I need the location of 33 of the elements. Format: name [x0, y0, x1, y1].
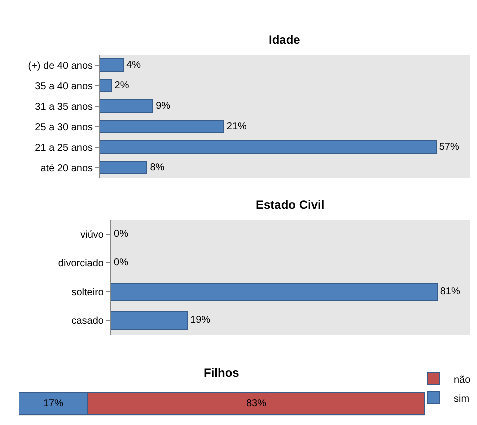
bar [100, 161, 148, 174]
data-label: 17% [43, 398, 64, 410]
y-tick-label: divorciado [58, 258, 104, 270]
data-label: 81% [440, 286, 460, 298]
data-label: 0% [114, 228, 129, 240]
y-tick-label: solteiro [72, 287, 104, 298]
data-label: 21% [226, 121, 248, 132]
y-tick-label: 35 a 40 anos [35, 81, 93, 92]
data-label: 57% [439, 142, 460, 153]
data-label: 0% [114, 258, 129, 269]
data-label: 2% [114, 80, 130, 92]
data-label: 8% [150, 162, 165, 174]
y-tick-label: 25 a 30 anos [35, 122, 93, 134]
data-label: 4% [126, 60, 142, 71]
chart-title: Estado Civil [256, 198, 325, 212]
data-label: 83% [246, 398, 267, 410]
bar [100, 140, 437, 154]
bar [100, 79, 112, 92]
chart-title: Filhos [204, 366, 240, 380]
chart-title: Idade [269, 33, 301, 47]
bar [100, 58, 124, 72]
y-tick-label: (+) de 40 anos [28, 60, 93, 72]
data-label: 9% [156, 100, 171, 112]
y-tick-label: viúvo [80, 230, 104, 241]
y-tick-label: 21 a 25 anos [35, 142, 93, 154]
data-label: 19% [190, 315, 211, 326]
y-tick-label: casado [72, 316, 104, 328]
legend-label: não [454, 374, 472, 386]
y-tick-label: até 20 anos [40, 163, 93, 174]
legend-label: sim [454, 394, 470, 405]
y-tick-label: 31 a 35 anos [35, 102, 93, 113]
bar [100, 120, 224, 134]
bar [100, 100, 154, 113]
